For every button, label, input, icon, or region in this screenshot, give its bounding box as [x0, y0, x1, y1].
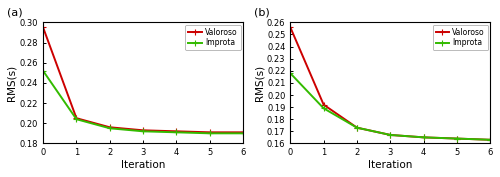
Valoroso — [388, 134, 394, 136]
Valoroso — [107, 126, 113, 128]
Improta — [320, 107, 326, 109]
Improta — [420, 136, 426, 138]
Valoroso — [354, 127, 360, 129]
Improta — [354, 127, 360, 129]
Improta — [488, 139, 494, 141]
Line: Improta: Improta — [40, 67, 246, 137]
Valoroso — [140, 129, 146, 131]
Y-axis label: RMS(s): RMS(s) — [7, 65, 17, 101]
Improta — [207, 132, 213, 134]
Valoroso — [454, 138, 460, 140]
Line: Improta: Improta — [287, 70, 494, 143]
Valoroso — [40, 26, 46, 28]
Valoroso — [240, 131, 246, 133]
Improta — [74, 118, 80, 120]
Improta — [454, 138, 460, 140]
Valoroso — [420, 136, 426, 138]
Text: (a): (a) — [7, 8, 22, 18]
Improta — [240, 132, 246, 134]
X-axis label: Iteration: Iteration — [368, 160, 412, 170]
Valoroso — [488, 139, 494, 141]
X-axis label: Iteration: Iteration — [121, 160, 166, 170]
Improta — [174, 131, 180, 133]
Valoroso — [174, 130, 180, 132]
Legend: Valoroso, Improta: Valoroso, Improta — [186, 25, 241, 50]
Y-axis label: RMS(s): RMS(s) — [254, 65, 264, 101]
Text: (b): (b) — [254, 8, 270, 18]
Improta — [388, 134, 394, 136]
Valoroso — [320, 104, 326, 106]
Valoroso — [74, 117, 80, 119]
Improta — [140, 130, 146, 132]
Line: Valoroso: Valoroso — [287, 24, 494, 143]
Valoroso — [207, 131, 213, 133]
Valoroso — [288, 26, 294, 28]
Legend: Valoroso, Improta: Valoroso, Improta — [432, 25, 488, 50]
Improta — [288, 72, 294, 74]
Improta — [40, 70, 46, 72]
Improta — [107, 127, 113, 129]
Line: Valoroso: Valoroso — [40, 24, 246, 136]
